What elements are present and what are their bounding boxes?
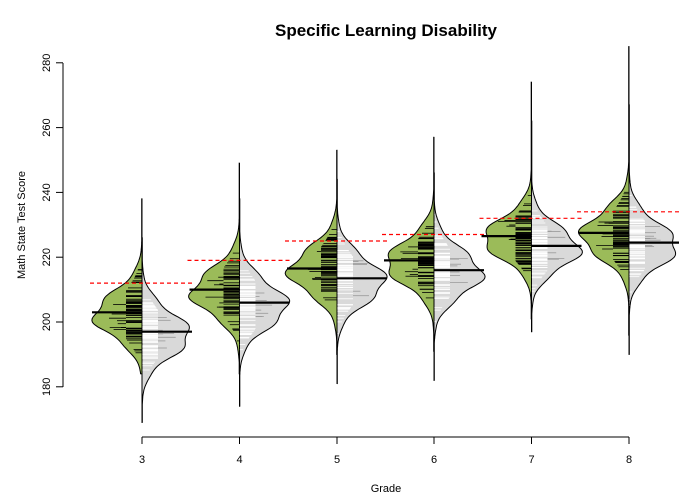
y-axis-label: Math State Test Score (16, 171, 28, 279)
y-tick-label: 200 (41, 313, 53, 331)
violin-left-grade-8 (578, 46, 630, 336)
y-axis: 180 200 220 240 260 280 (41, 54, 64, 396)
x-tick-label: 5 (334, 454, 340, 466)
violin-left-grade-5 (284, 149, 338, 355)
y-tick-label: 280 (41, 54, 53, 72)
x-tick-label: 7 (528, 454, 534, 466)
violin-right-grade-5 (336, 178, 388, 385)
violin-right-grade-3 (141, 237, 190, 424)
violin-left-grade-7 (485, 81, 532, 320)
x-axis: 3 4 5 6 7 8 (139, 436, 632, 466)
y-tick-label: 220 (41, 248, 53, 266)
violin-left-grade-4 (188, 162, 240, 375)
x-tick-label: 3 (139, 454, 145, 466)
y-tick-label: 180 (41, 378, 53, 396)
x-tick-label: 8 (626, 454, 632, 466)
x-axis-label: Grade (371, 483, 402, 495)
y-tick-label: 260 (41, 118, 53, 136)
chart-title: Specific Learning Disability (275, 21, 498, 40)
y-tick-label: 240 (41, 183, 53, 201)
x-tick-label: 6 (431, 454, 437, 466)
x-tick-label: 4 (236, 454, 242, 466)
violin-right-grade-7 (531, 120, 583, 333)
violin-left-grade-3 (91, 198, 143, 375)
plot-area (90, 46, 681, 424)
